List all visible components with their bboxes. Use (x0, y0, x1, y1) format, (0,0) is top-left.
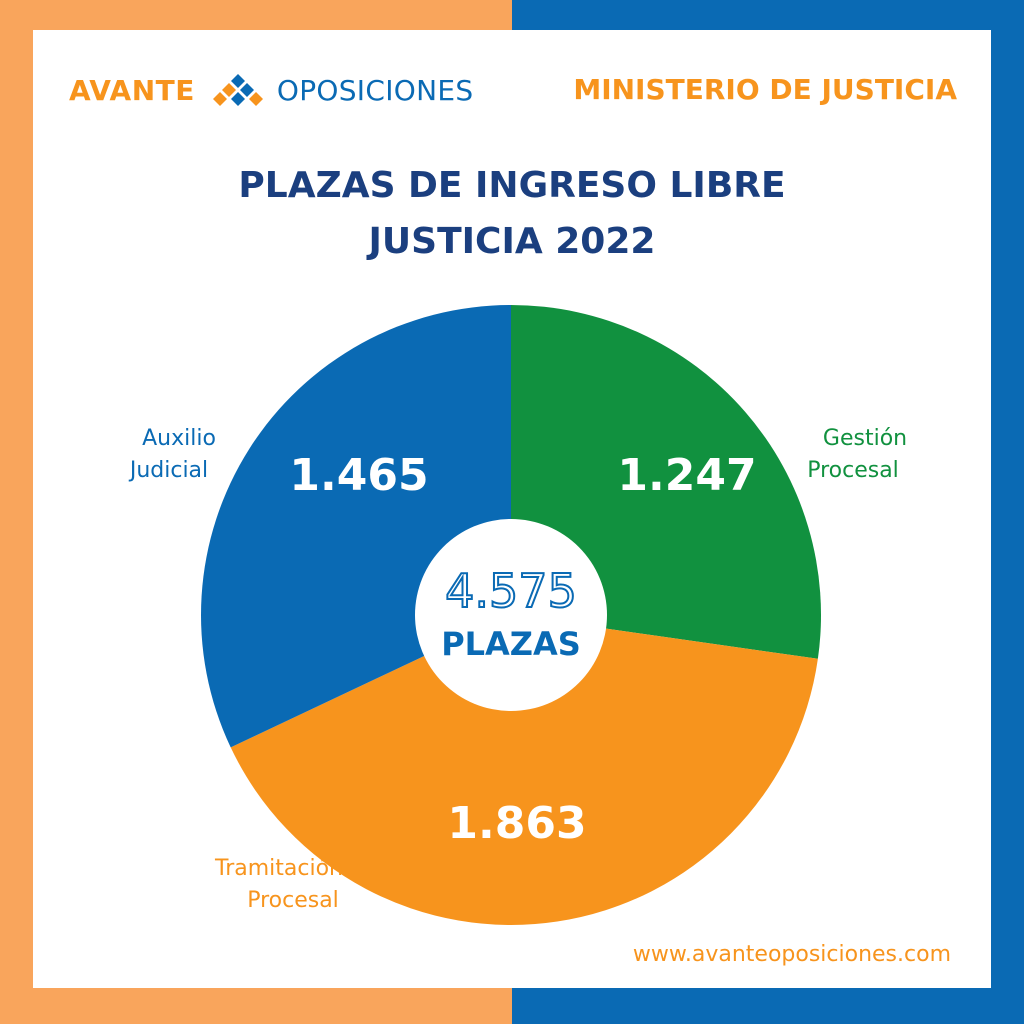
slice-value-label: 1.863 (447, 798, 586, 849)
pie-slice (230, 615, 818, 925)
ministry-label: MINISTERIO DE JUSTICIA (573, 73, 957, 106)
slice-category-label: Gestión (823, 426, 907, 451)
total-value: 4.575 (445, 564, 577, 618)
avante-logo: AVANTE OPOSICIONES (69, 70, 473, 110)
donut-chart: 1.247 Gestión Procesal 1.863 Tramitación Proc… (128, 305, 907, 925)
logo-avante-text: AVANTE (69, 73, 195, 107)
slice-category-label: Procesal (807, 458, 899, 483)
diamond-grid-icon (212, 74, 263, 106)
website-url: www.avanteoposiciones.com (632, 942, 951, 967)
slice-value-label: 1.247 (617, 450, 756, 501)
donut-hole (415, 519, 607, 711)
slice-category-label: Tramitación (214, 856, 343, 881)
card: AVANTE OPOSICIONES MINISTERIO DE JUSTICI… (33, 30, 991, 988)
total-label: PLAZAS (441, 625, 581, 663)
slice-category-label: Auxilio (142, 426, 216, 451)
slice-value-label: 1.465 (289, 450, 428, 501)
slice-category-label: Judicial (128, 458, 208, 483)
chart-title-line-1: PLAZAS DE INGRESO LIBRE (238, 165, 786, 206)
logo-oposiciones-text: OPOSICIONES (276, 73, 474, 107)
slice-category-label: Procesal (247, 888, 339, 913)
chart-title-line-2: JUSTICIA 2022 (368, 221, 656, 262)
